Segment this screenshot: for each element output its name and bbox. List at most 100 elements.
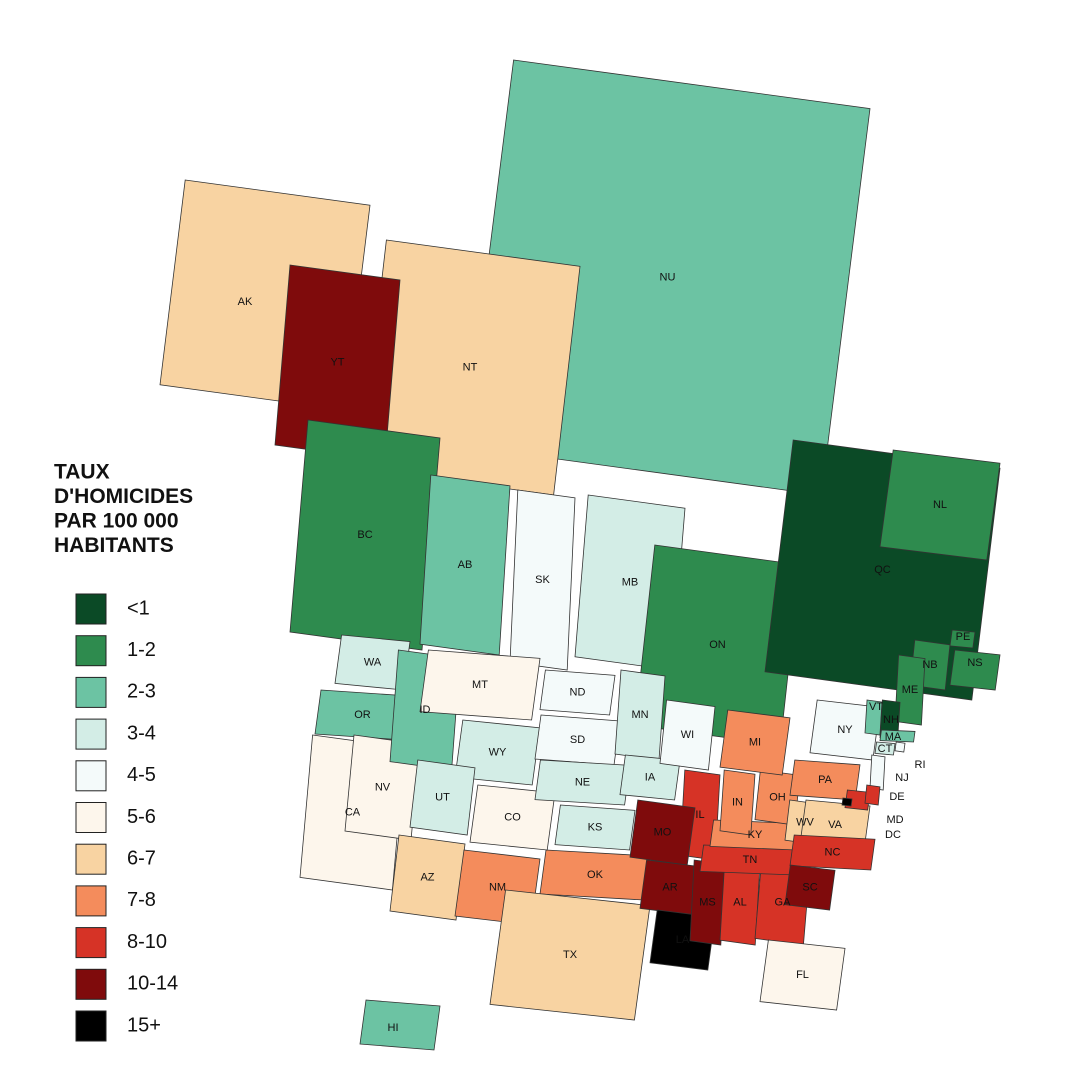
- legend-label: 1-2: [127, 639, 156, 661]
- legend-swatch: [75, 1010, 107, 1042]
- region-label: PE: [956, 631, 971, 643]
- region-label: VA: [828, 819, 843, 831]
- region: [719, 709, 791, 776]
- region: [359, 999, 441, 1051]
- legend-swatch: [75, 718, 107, 750]
- region-label: OR: [354, 709, 371, 721]
- region-label: ID: [420, 704, 431, 716]
- legend-swatch: [75, 843, 107, 875]
- region: [949, 629, 976, 649]
- region-label: RI: [915, 759, 926, 771]
- region: [784, 864, 836, 911]
- region-label: WA: [364, 656, 382, 668]
- region-label: TN: [743, 854, 758, 866]
- region: [874, 741, 896, 756]
- region-label: HI: [388, 1022, 399, 1034]
- legend-label: 4-5: [127, 764, 156, 786]
- region: [534, 759, 631, 806]
- region: [864, 784, 881, 806]
- legend-swatch: [75, 593, 107, 625]
- legend-label: 15+: [127, 1014, 161, 1036]
- legend-title: TAUX: [54, 461, 110, 484]
- legend-label: 8-10: [127, 931, 167, 953]
- region: [894, 741, 906, 753]
- region-label: CT: [878, 743, 893, 755]
- legend-title: HABITANTS: [54, 534, 174, 557]
- region-label: SD: [570, 734, 585, 746]
- region: [289, 419, 441, 651]
- region-label: KS: [588, 821, 603, 833]
- legend-label: 3-4: [127, 722, 156, 744]
- region-label: YT: [330, 356, 344, 368]
- region-label: NS: [967, 657, 982, 669]
- legend-swatch: [75, 927, 107, 959]
- region-label: AR: [662, 881, 677, 893]
- region-label: AB: [458, 559, 473, 571]
- region-label: DC: [885, 829, 901, 841]
- region-label: IA: [645, 771, 656, 783]
- region-label: IN: [732, 796, 743, 808]
- legend-label: <1: [127, 597, 150, 619]
- region-label: AL: [733, 896, 746, 908]
- region-label: WV: [796, 816, 814, 828]
- region: [719, 769, 756, 836]
- region-label: WI: [681, 729, 694, 741]
- region-label: AZ: [420, 871, 434, 883]
- region: [949, 649, 1001, 691]
- region-label: NU: [660, 271, 676, 283]
- region: [841, 797, 853, 807]
- region-label: TX: [563, 949, 578, 961]
- region-label: MO: [654, 826, 672, 838]
- region-label: NE: [575, 776, 590, 788]
- legend-label: 7-8: [127, 889, 156, 911]
- region-label: MN: [631, 709, 648, 721]
- region-label: NC: [825, 846, 841, 858]
- region: [539, 669, 616, 716]
- region: [879, 729, 916, 743]
- region-label: OH: [769, 791, 786, 803]
- legend-label: 5-6: [127, 806, 156, 828]
- region-label: AK: [238, 296, 253, 308]
- region-label: NL: [933, 499, 947, 511]
- region-label: OK: [587, 869, 604, 881]
- legend-label: 10-14: [127, 973, 178, 995]
- region-label: FL: [796, 969, 809, 981]
- region-label: MT: [472, 679, 488, 691]
- region-label: IL: [695, 809, 704, 821]
- region-label: NV: [375, 781, 391, 793]
- regions: [159, 59, 1001, 1051]
- region-label: WY: [489, 746, 507, 758]
- legend-swatch: [75, 802, 107, 833]
- region: [489, 889, 651, 1021]
- region-label: ON: [709, 639, 726, 651]
- region-label: MA: [885, 731, 902, 743]
- region: [389, 834, 466, 921]
- region-label: BC: [357, 529, 372, 541]
- region-label: GA: [775, 896, 792, 908]
- region: [554, 804, 636, 851]
- legend-swatch: [75, 885, 107, 917]
- region-label: MB: [622, 576, 639, 588]
- region: [419, 649, 541, 721]
- region-label: NH: [883, 714, 899, 726]
- region-label: LA: [676, 934, 690, 946]
- region-label: KY: [748, 829, 763, 841]
- region-label: VT: [869, 701, 883, 713]
- legend-label: 6-7: [127, 847, 156, 869]
- region-label: ND: [570, 686, 586, 698]
- region-label: MD: [886, 814, 903, 826]
- region: [894, 654, 926, 726]
- legend-swatch: [75, 676, 107, 708]
- region: [659, 699, 716, 771]
- region-label: SC: [802, 881, 817, 893]
- region-label: MS: [699, 896, 716, 908]
- region: [409, 759, 476, 836]
- region: [509, 489, 576, 671]
- region-label: ME: [902, 684, 919, 696]
- region: [869, 754, 886, 791]
- region-label: MI: [749, 736, 761, 748]
- legend-swatch: [75, 968, 107, 1000]
